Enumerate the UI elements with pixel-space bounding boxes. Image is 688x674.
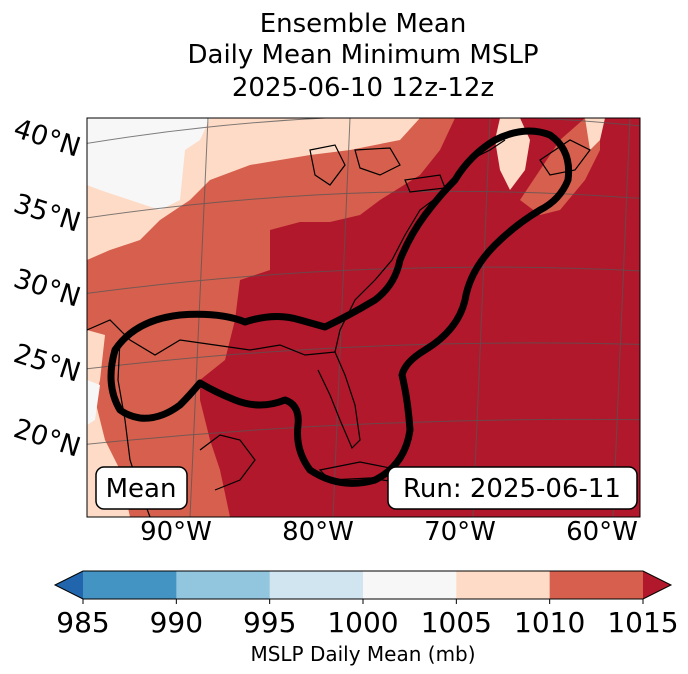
run-box (387, 466, 638, 510)
yucatan (199, 434, 256, 491)
colorbar-tick-label-1015: 1015 (607, 606, 678, 639)
map-border (86, 117, 641, 518)
parallel-25N (87, 342, 640, 370)
title-line-3: 2025-06-10 12z-12z (232, 73, 494, 103)
colorbar-ticks: 985 990 995 1000 1005 1010 1015 (56, 606, 678, 639)
field-1010-1015-east (520, 118, 600, 215)
lon-label-90: 90°W (140, 517, 212, 547)
chart-title: Ensemble Mean Daily Mean Minimum MSLP 20… (187, 9, 538, 103)
lon-label-70: 70°W (424, 517, 496, 547)
colorbar-segment-995 (269, 571, 364, 599)
lat-label-40: 40°N (10, 113, 84, 164)
field-1000-1005 (87, 118, 210, 210)
lat-label-20: 20°N (10, 413, 84, 464)
field-1000-1005-south (87, 380, 100, 425)
run-annotation: Run: 2025-06-11 (387, 466, 638, 510)
us-gulf-coast (87, 319, 361, 450)
mean-box (95, 466, 188, 510)
meridian-60W (612, 118, 631, 517)
colorbar-tick-label-1010: 1010 (514, 606, 585, 639)
ensemble-contour (107, 127, 573, 487)
colorbar-label: MSLP Daily Mean (mb) (250, 642, 475, 666)
lon-label-80: 80°W (282, 517, 354, 547)
lon-label-60: 60°W (566, 517, 638, 547)
colorbar-segment-990 (176, 571, 271, 599)
colorbar-extend-high (643, 571, 671, 599)
parallel-20N (87, 418, 640, 445)
parallel-40N (87, 118, 640, 144)
mean-text: Mean (106, 474, 177, 504)
colorbar-tick-label-1000: 1000 (327, 606, 398, 639)
longitude-labels: 90°W 80°W 70°W 60°W (140, 517, 638, 547)
field-1010-1015 (87, 118, 455, 517)
title-line-2: Daily Mean Minimum MSLP (187, 40, 538, 70)
colorbar-segment-1010 (549, 571, 644, 599)
colorbar-tick-label-985: 985 (56, 606, 109, 639)
colorbar (53, 570, 673, 604)
colorbar-segment-1005 (456, 571, 551, 599)
latitude-labels: 40°N 35°N 30°N 25°N 20°N (10, 113, 84, 464)
colorbar-tick-label-995: 995 (243, 606, 296, 639)
colorbar-tick-label-990: 990 (150, 606, 203, 639)
colorbar-tick-label-1005: 1005 (421, 606, 492, 639)
lat-label-25: 25°N (10, 338, 84, 389)
coastlines (87, 139, 591, 517)
colorbar-segment-1000 (363, 571, 457, 599)
meridian-70W (472, 118, 491, 517)
colorbar-segment-985 (83, 571, 177, 599)
title-line-1: Ensemble Mean (260, 9, 467, 39)
field-1005-1010-east (585, 118, 605, 150)
nova-scotia (539, 139, 591, 176)
mean-annotation: Mean (95, 466, 188, 510)
run-text: Run: 2025-06-11 (403, 474, 621, 504)
map-panel (87, 118, 640, 517)
colorbar-extend-low (55, 571, 83, 599)
lat-label-35: 35°N (10, 188, 84, 239)
parallel-35N (87, 190, 640, 219)
parallel-30N (87, 266, 640, 294)
lat-label-30: 30°N (10, 263, 84, 314)
